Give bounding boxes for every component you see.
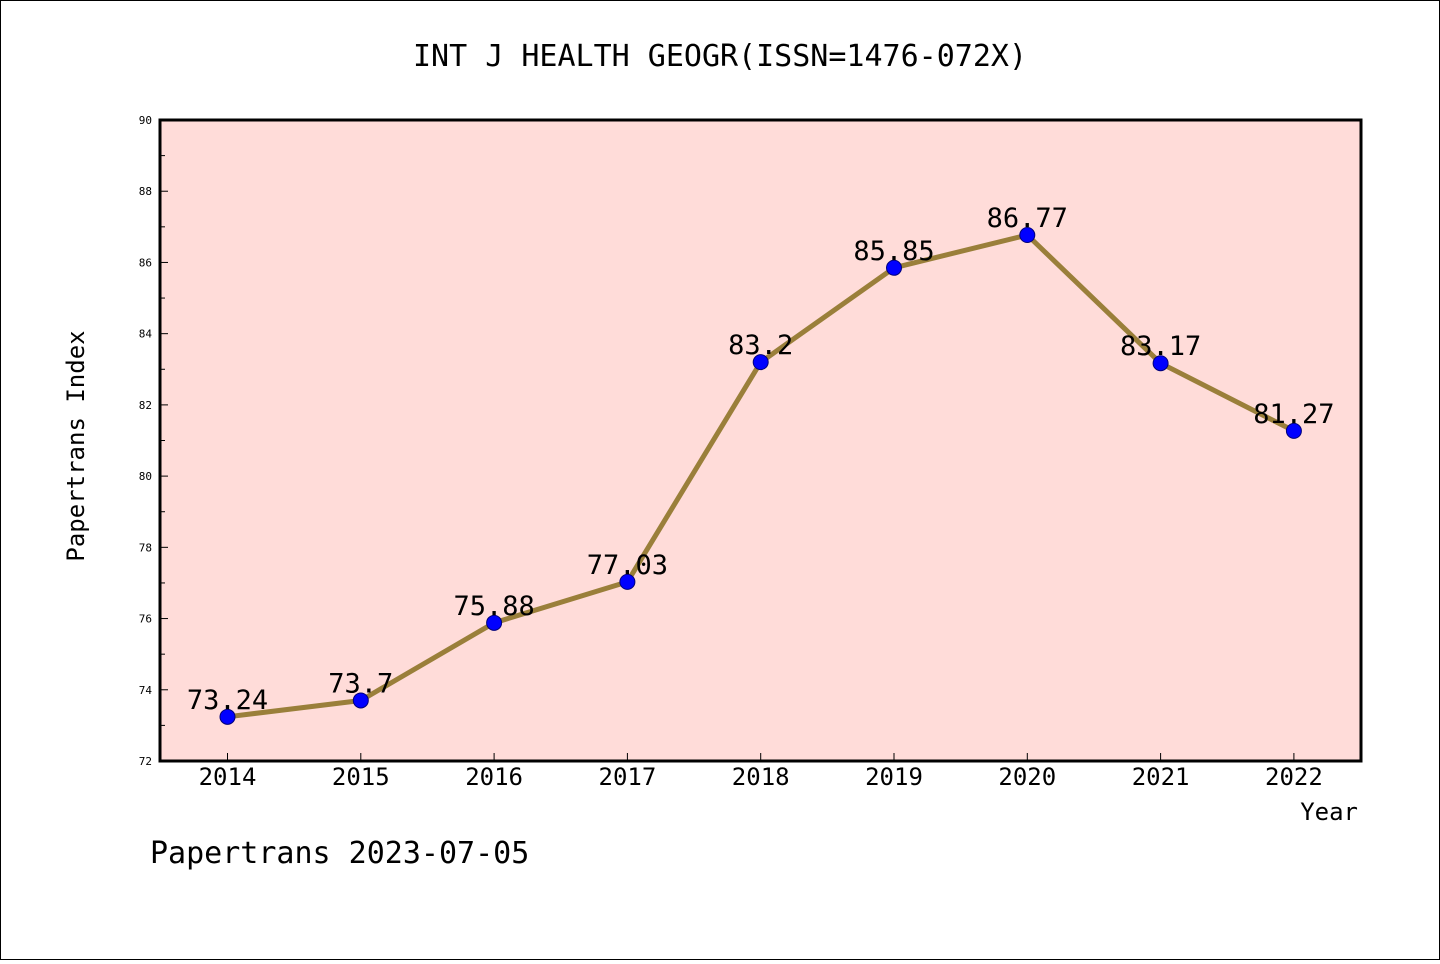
plot-area xyxy=(160,120,1361,761)
x-axis-title: Year xyxy=(1300,798,1358,826)
data-label: 75.88 xyxy=(453,591,534,622)
data-point xyxy=(219,708,236,725)
x-tick-label: 2014 xyxy=(199,763,257,791)
data-point xyxy=(1019,227,1036,244)
data-label: 77.03 xyxy=(587,550,668,581)
series-layer xyxy=(219,227,1302,725)
y-tick-label: 78 xyxy=(139,541,152,554)
data-label: 86.77 xyxy=(987,203,1068,234)
data-point xyxy=(619,573,636,590)
y-tick-label: 90 xyxy=(139,114,152,127)
chart-title: INT J HEALTH GEOGR(ISSN=1476-072X) xyxy=(413,39,1027,74)
data-label: 73.7 xyxy=(328,668,393,699)
data-point xyxy=(886,259,902,276)
data-label: 83.2 xyxy=(728,330,793,361)
data-point xyxy=(486,614,503,631)
y-tick-label: 76 xyxy=(139,613,152,626)
x-tick-label: 2015 xyxy=(332,763,390,791)
data-label: 85.85 xyxy=(853,236,934,267)
data-point xyxy=(352,692,369,709)
data-point xyxy=(1152,355,1169,372)
y-tick-label: 72 xyxy=(139,755,152,768)
x-tick-label: 2020 xyxy=(998,763,1056,791)
x-tick-label: 2022 xyxy=(1265,763,1323,791)
y-tick-label: 84 xyxy=(139,328,153,341)
data-label: 83.17 xyxy=(1120,331,1201,362)
data-label: 73.24 xyxy=(187,685,268,716)
x-tick-label: 2019 xyxy=(865,763,923,791)
data-point xyxy=(752,354,769,371)
plot-frame xyxy=(158,118,1363,763)
y-tick-label: 88 xyxy=(139,185,152,198)
y-tick-label: 86 xyxy=(139,256,152,269)
data-label: 81.27 xyxy=(1253,399,1334,430)
x-tick-label: 2018 xyxy=(732,763,790,791)
y-tick-label: 80 xyxy=(139,470,152,483)
y-axis-title: Papertrans Index xyxy=(62,330,90,561)
x-tick-label: 2021 xyxy=(1132,763,1190,791)
y-tick-label: 82 xyxy=(139,399,152,412)
data-point xyxy=(1285,422,1302,439)
y-tick-label: 74 xyxy=(139,684,153,697)
data-labels-layer: 73.24 73.7 75.88 77.03 83.2 85.85 86.77 83.17 81… xyxy=(187,203,1335,716)
x-tick-label: 2016 xyxy=(465,763,523,791)
footer-note: Papertrans 2023-07-05 xyxy=(150,836,529,871)
x-axis-ticks: 2014 2015 2016 2017 2018 2019 2020 2021 2022 xyxy=(199,753,1323,791)
x-tick-label: 2017 xyxy=(599,763,657,791)
